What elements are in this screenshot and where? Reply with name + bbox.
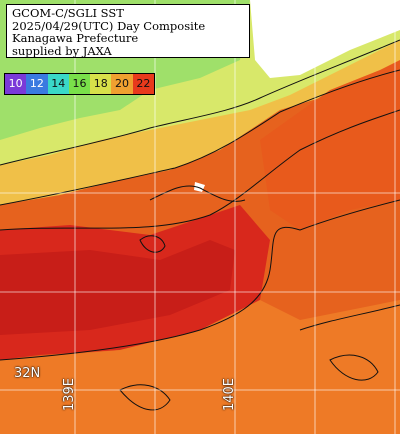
title-line-1: GCOM-C/SGLI SST: [12, 6, 124, 20]
warm-ridge: [260, 60, 400, 230]
hot-inner: [0, 240, 235, 335]
scale-tick-16: 16: [68, 74, 91, 94]
title-line-3: Kanagawa Prefecture: [12, 31, 139, 45]
color-scale-bar: 10 12 14 16 18 20 22: [5, 74, 154, 94]
lat-label-32n: 32N: [14, 366, 41, 381]
lon-label-140e: 140E: [222, 378, 237, 412]
lon-label-139e: 139E: [62, 378, 77, 412]
title-line-2: 2025/04/29(UTC) Day Composite: [12, 18, 206, 33]
scale-tick-20: 20: [111, 74, 133, 94]
scale-tick-12: 12: [26, 74, 48, 94]
title-line-4: supplied by JAXA: [12, 43, 112, 58]
scale-tick-14: 14: [47, 74, 69, 94]
land-north: [250, 0, 400, 78]
scale-tick-10: 10: [5, 74, 27, 94]
map-title-box: GCOM-C/SGLI SST 2025/04/29(UTC) Day Comp…: [6, 4, 250, 58]
scale-tick-18: 18: [90, 74, 112, 94]
south-warm: [0, 300, 400, 434]
contours: [0, 39, 400, 411]
scale-tick-22: 22: [132, 74, 154, 94]
color-scale: 10 12 14 16 18 20 22: [4, 73, 155, 95]
